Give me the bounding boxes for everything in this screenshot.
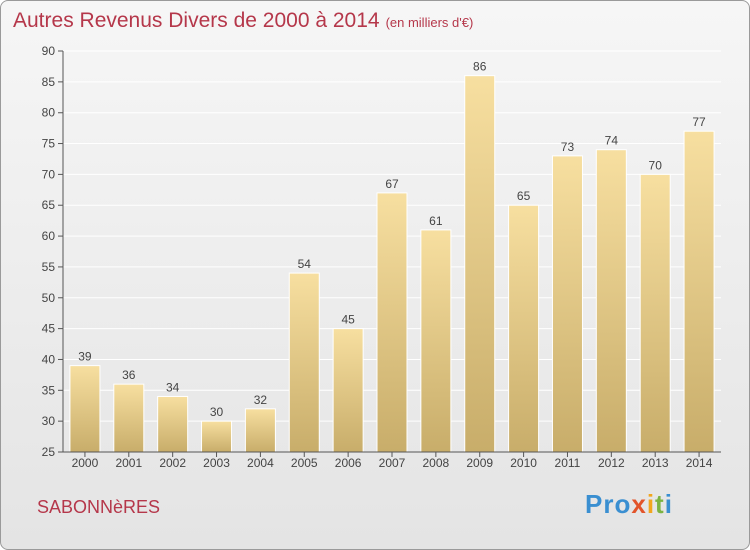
bar-value-label: 77 <box>692 115 706 129</box>
bar <box>464 75 496 453</box>
x-tick-label: 2009 <box>466 456 493 470</box>
y-tick-label: 45 <box>42 322 56 336</box>
chart-title-text: Autres Revenus Divers de 2000 à 2014 <box>13 9 380 32</box>
logo-part-3: i <box>646 489 656 519</box>
x-tick-label: 2014 <box>686 456 713 470</box>
y-tick-label: 75 <box>42 137 56 151</box>
y-tick-label: 70 <box>42 167 56 181</box>
logo-part-4: t <box>655 489 665 519</box>
y-tick-label: 35 <box>42 383 56 397</box>
bar-value-label: 70 <box>649 158 663 172</box>
x-tick-label: 2005 <box>291 456 318 470</box>
x-tick-label: 2008 <box>423 456 450 470</box>
x-tick-label: 2011 <box>555 456 581 470</box>
bar <box>551 155 583 453</box>
bar-value-label: 65 <box>517 189 531 203</box>
bar <box>683 130 715 453</box>
x-tick-label: 2007 <box>379 456 406 470</box>
bar-value-label: 74 <box>605 134 619 148</box>
bar <box>508 204 540 453</box>
y-tick-label: 30 <box>42 414 56 428</box>
x-tick-label: 2004 <box>247 456 274 470</box>
bar <box>288 272 320 453</box>
x-tick-label: 2013 <box>642 456 669 470</box>
bar <box>244 408 276 453</box>
y-tick-label: 85 <box>42 75 56 89</box>
bar-value-label: 86 <box>473 60 487 74</box>
x-tick-label: 2000 <box>72 456 99 470</box>
y-tick-label: 65 <box>42 198 56 212</box>
bar <box>113 383 145 453</box>
logo-part-1: Pro <box>585 489 632 519</box>
x-tick-label: 2012 <box>598 456 625 470</box>
y-tick-label: 60 <box>42 229 56 243</box>
chart-unit: (en milliers d'€) <box>385 15 474 30</box>
y-tick-label: 25 <box>42 445 56 459</box>
bar-value-label: 34 <box>166 380 180 394</box>
axis-lines <box>62 51 721 453</box>
x-tick-label: 2006 <box>335 456 362 470</box>
y-tick-label: 50 <box>42 291 56 305</box>
bar <box>376 192 408 453</box>
bar <box>639 173 671 453</box>
bar-value-label: 39 <box>78 350 92 364</box>
value-labels: 39 36 34 30 32 54 45 67 61 86 65 73 74 70 77 <box>78 60 706 419</box>
bar-value-label: 67 <box>385 177 399 191</box>
x-tick-label: 2010 <box>510 456 537 470</box>
bars <box>69 75 715 453</box>
bar-value-label: 61 <box>429 214 443 228</box>
bar <box>420 229 452 453</box>
chart-title: Autres Revenus Divers de 2000 à 2014 (en … <box>13 9 473 33</box>
x-axis: 2000 2001 2002 2003 2004 2005 2006 2007 2008 2009… <box>72 452 713 470</box>
x-tick-label: 2001 <box>115 456 142 470</box>
bar-value-label: 54 <box>298 257 312 271</box>
bar-value-label: 73 <box>561 140 575 154</box>
proxiti-logo[interactable]: Proxiti <box>585 489 673 520</box>
logo-part-2: x <box>631 489 647 519</box>
bar <box>69 365 101 453</box>
logo-part-5: i <box>664 489 673 519</box>
y-tick-label: 80 <box>42 106 56 120</box>
bar-value-label: 32 <box>254 393 268 407</box>
y-axis: 25 30 35 40 45 50 55 60 65 70 75 80 85 90 <box>42 44 63 459</box>
x-tick-label: 2003 <box>203 456 230 470</box>
y-tick-label: 90 <box>42 44 56 58</box>
bar <box>201 420 233 453</box>
commune-name: SABONNèRES <box>37 497 161 517</box>
x-tick-label: 2002 <box>159 456 186 470</box>
y-tick-label: 40 <box>42 352 56 366</box>
bar-value-label: 36 <box>122 368 136 382</box>
bar <box>595 149 627 453</box>
bar <box>157 395 189 453</box>
y-tick-label: 55 <box>42 260 56 274</box>
bar-value-label: 30 <box>210 405 224 419</box>
bar <box>332 328 364 453</box>
bar-value-label: 45 <box>341 313 355 327</box>
